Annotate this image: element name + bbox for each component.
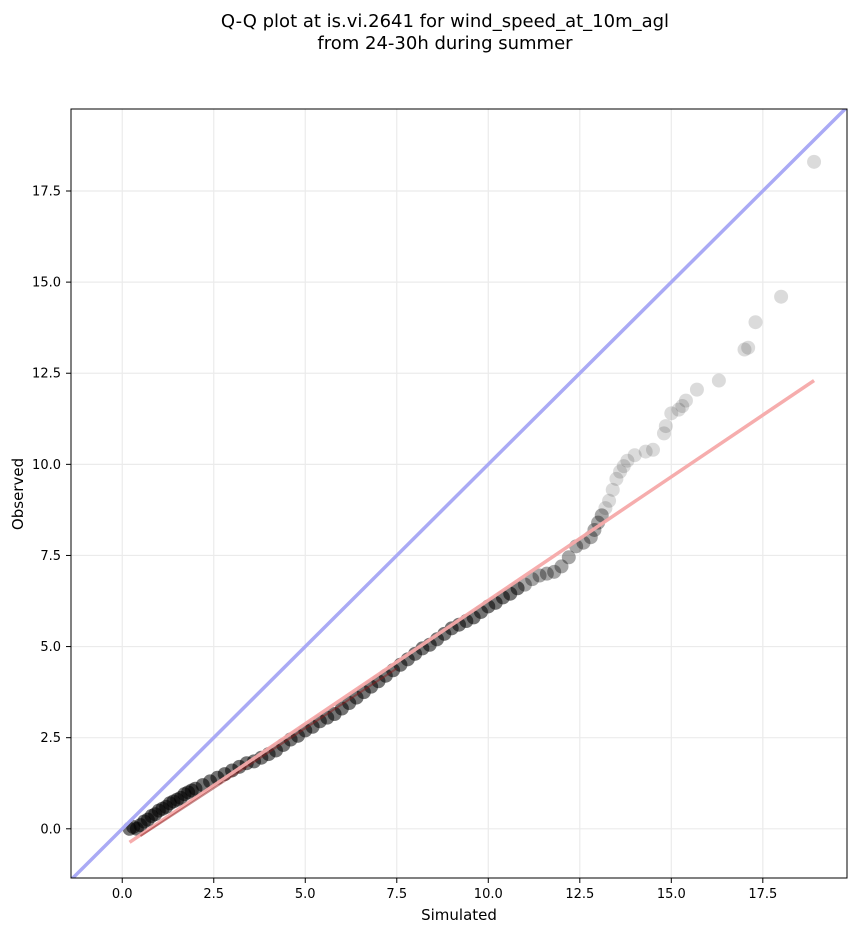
qq-point — [689, 382, 704, 397]
qq-point — [774, 289, 789, 304]
x-axis-label: Simulated — [421, 906, 497, 924]
fit-line-overlay — [139, 667, 398, 837]
x-tick-label: 12.5 — [565, 887, 594, 902]
plot-frame — [70, 108, 848, 879]
y-tick-label: 7.5 — [40, 549, 61, 564]
qq-point — [748, 315, 763, 330]
qq-point — [678, 393, 693, 408]
qq-point — [616, 459, 631, 474]
qq-point — [620, 453, 635, 468]
lines-layer — [71, 109, 847, 878]
qq-point — [591, 515, 606, 530]
fit-line — [128, 379, 816, 844]
qq-point — [658, 419, 673, 434]
x-tick-label: 15.0 — [657, 887, 686, 902]
qq-point — [711, 373, 726, 388]
qq-point — [554, 559, 569, 574]
qq-point — [517, 577, 532, 592]
chart-title-line1: Q-Q plot at is.vi.2641 for wind_speed_at… — [221, 11, 669, 32]
y-tick-label: 10.0 — [32, 458, 61, 473]
x-tick-label: 0.0 — [112, 887, 133, 902]
qq-point — [598, 501, 613, 516]
grid-layer — [71, 109, 847, 878]
x-tick-label: 5.0 — [295, 887, 316, 902]
qq-point — [532, 568, 547, 583]
qq-point — [605, 482, 620, 497]
qq-point — [737, 342, 752, 357]
qq-point — [602, 493, 617, 508]
x-axis-ticks: 0.0 2.5 5.0 7.5 10.0 12.5 15.0 17.5 — [112, 878, 777, 902]
y-tick-label: 0.0 — [40, 822, 61, 837]
x-tick-label: 17.5 — [748, 887, 777, 902]
y-tick-label: 15.0 — [32, 276, 61, 291]
y-axis-label: Observed — [9, 458, 27, 530]
qq-point — [646, 442, 660, 457]
qq-point — [656, 426, 671, 441]
qq-point — [525, 572, 540, 587]
y-tick-label: 17.5 — [32, 185, 61, 200]
qq-point — [675, 399, 690, 414]
qq-point — [561, 550, 576, 565]
x-tick-label: 10.0 — [474, 887, 503, 902]
qq-point — [741, 340, 756, 355]
qq-point — [671, 402, 686, 417]
y-tick-label: 5.0 — [40, 640, 61, 655]
qq-point — [627, 448, 642, 463]
qq-point — [664, 406, 679, 421]
qq-point — [638, 444, 653, 459]
chart-title-line2: from 24-30h during summer — [317, 33, 573, 54]
x-tick-label: 2.5 — [203, 887, 224, 902]
qq-point — [609, 471, 624, 486]
qq-point — [547, 564, 562, 579]
qq-point — [613, 464, 628, 479]
identity-line — [71, 109, 847, 878]
qq-point — [594, 508, 609, 523]
y-tick-label: 12.5 — [32, 367, 61, 382]
x-tick-label: 7.5 — [386, 887, 407, 902]
qq-point — [807, 154, 822, 169]
qq-point — [539, 566, 554, 581]
y-axis-ticks: 0.0 2.5 5.0 7.5 10.0 12.5 15.0 17.5 — [32, 185, 71, 837]
y-tick-label: 2.5 — [40, 731, 61, 746]
points-layer — [122, 154, 822, 836]
plot-area — [71, 109, 847, 878]
